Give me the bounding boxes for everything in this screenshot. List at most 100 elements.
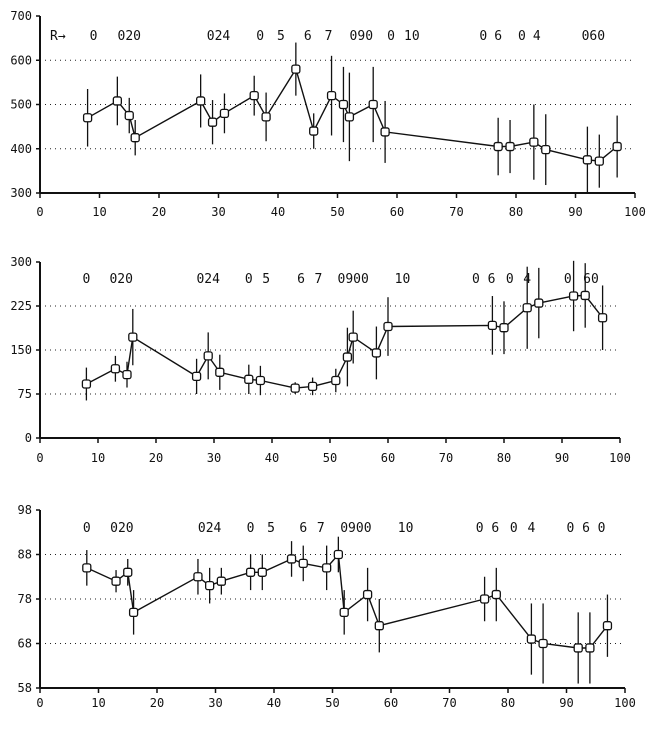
- x-tick-label: 80: [509, 205, 523, 219]
- code-label: R→: [50, 29, 66, 44]
- code-label: 0: [245, 272, 253, 287]
- x-tick-label: 20: [149, 451, 163, 465]
- y-tick-label: 0: [25, 431, 32, 445]
- data-point: [538, 638, 548, 649]
- data-point: [122, 369, 132, 380]
- data-point: [112, 96, 122, 106]
- y-tick-label: 300: [10, 255, 32, 269]
- data-point: [128, 607, 139, 617]
- data-point: [371, 348, 382, 358]
- x-tick-label: 10: [92, 205, 106, 219]
- code-label: 0: [83, 521, 91, 536]
- x-tick-label: 10: [91, 696, 105, 710]
- code-label: 024: [196, 272, 220, 287]
- code-label: 4: [533, 29, 541, 44]
- y-tick-label: 98: [18, 503, 32, 517]
- data-point: [333, 549, 344, 560]
- data-point: [82, 563, 92, 573]
- y-tick-label: 600: [10, 53, 32, 67]
- x-tick-label: 90: [559, 696, 573, 710]
- x-tick-label: 30: [207, 451, 221, 465]
- data-point: [339, 607, 349, 617]
- code-label: 0: [387, 29, 395, 44]
- x-tick-label: 60: [384, 696, 398, 710]
- code-label: 020: [110, 521, 133, 536]
- data-point: [111, 576, 121, 586]
- data-point: [597, 313, 608, 323]
- data-point: [344, 112, 355, 122]
- data-point: [487, 320, 498, 331]
- x-tick-label: 0: [36, 205, 43, 219]
- code-label: 4: [527, 521, 535, 536]
- code-label: 024: [207, 29, 231, 44]
- code-label: 024: [198, 521, 222, 536]
- data-point: [286, 554, 297, 564]
- series-line: [86, 552, 608, 649]
- data-point: [383, 321, 393, 332]
- code-label: 6: [494, 29, 502, 44]
- data-point: [219, 108, 230, 118]
- data-point: [245, 567, 256, 577]
- y-tick-label: 700: [10, 9, 32, 23]
- data-point: [290, 383, 300, 393]
- data-point: [594, 156, 604, 166]
- data-point: [195, 96, 206, 106]
- x-tick-label: 30: [208, 696, 222, 710]
- data-point: [573, 643, 583, 653]
- data-point: [338, 99, 349, 110]
- x-tick-label: 20: [150, 696, 164, 710]
- y-tick-label: 88: [18, 548, 32, 562]
- code-label: 0: [247, 521, 255, 536]
- x-tick-label: 0: [36, 451, 43, 465]
- data-point: [193, 572, 203, 582]
- x-tick-label: 40: [265, 451, 279, 465]
- code-label: 0: [90, 29, 98, 44]
- data-point: [123, 567, 133, 577]
- data-point: [130, 133, 140, 143]
- data-point: [261, 112, 271, 122]
- x-tick-label: 40: [267, 696, 281, 710]
- data-point: [255, 375, 266, 386]
- code-label: 6: [304, 29, 312, 44]
- data-point: [309, 126, 319, 136]
- code-label: 020: [109, 272, 132, 287]
- code-label: 5: [267, 521, 275, 536]
- x-tick-label: 60: [381, 451, 395, 465]
- code-label: 0900: [340, 521, 371, 536]
- y-tick-label: 58: [18, 681, 32, 695]
- data-point: [207, 117, 218, 127]
- x-tick-label: 90: [555, 451, 569, 465]
- data-point: [203, 351, 213, 361]
- x-tick-label: 100: [614, 696, 636, 710]
- x-tick-label: 20: [152, 205, 166, 219]
- code-label: 0: [598, 521, 606, 536]
- data-point: [374, 621, 384, 631]
- x-tick-label: 0: [36, 696, 43, 710]
- data-point: [342, 352, 353, 362]
- code-label: 0: [506, 272, 514, 287]
- code-label: 090: [350, 29, 373, 44]
- y-tick-label: 150: [10, 343, 32, 357]
- code-label: 10: [404, 29, 420, 44]
- data-point: [124, 110, 134, 121]
- y-tick-label: 300: [10, 186, 32, 200]
- data-point: [380, 127, 390, 137]
- data-point: [580, 290, 590, 301]
- data-point: [505, 141, 515, 152]
- data-point: [110, 364, 121, 374]
- data-point: [244, 374, 254, 384]
- data-point: [612, 141, 622, 152]
- data-point: [362, 589, 373, 600]
- data-point: [499, 323, 509, 333]
- data-point: [204, 581, 215, 591]
- data-point: [602, 621, 613, 631]
- data-point: [493, 141, 503, 152]
- data-point: [191, 371, 202, 382]
- data-point: [491, 589, 501, 600]
- y-tick-label: 400: [10, 142, 32, 156]
- data-point: [82, 113, 93, 123]
- data-point: [541, 144, 551, 155]
- x-tick-label: 30: [211, 205, 225, 219]
- data-point: [216, 576, 227, 586]
